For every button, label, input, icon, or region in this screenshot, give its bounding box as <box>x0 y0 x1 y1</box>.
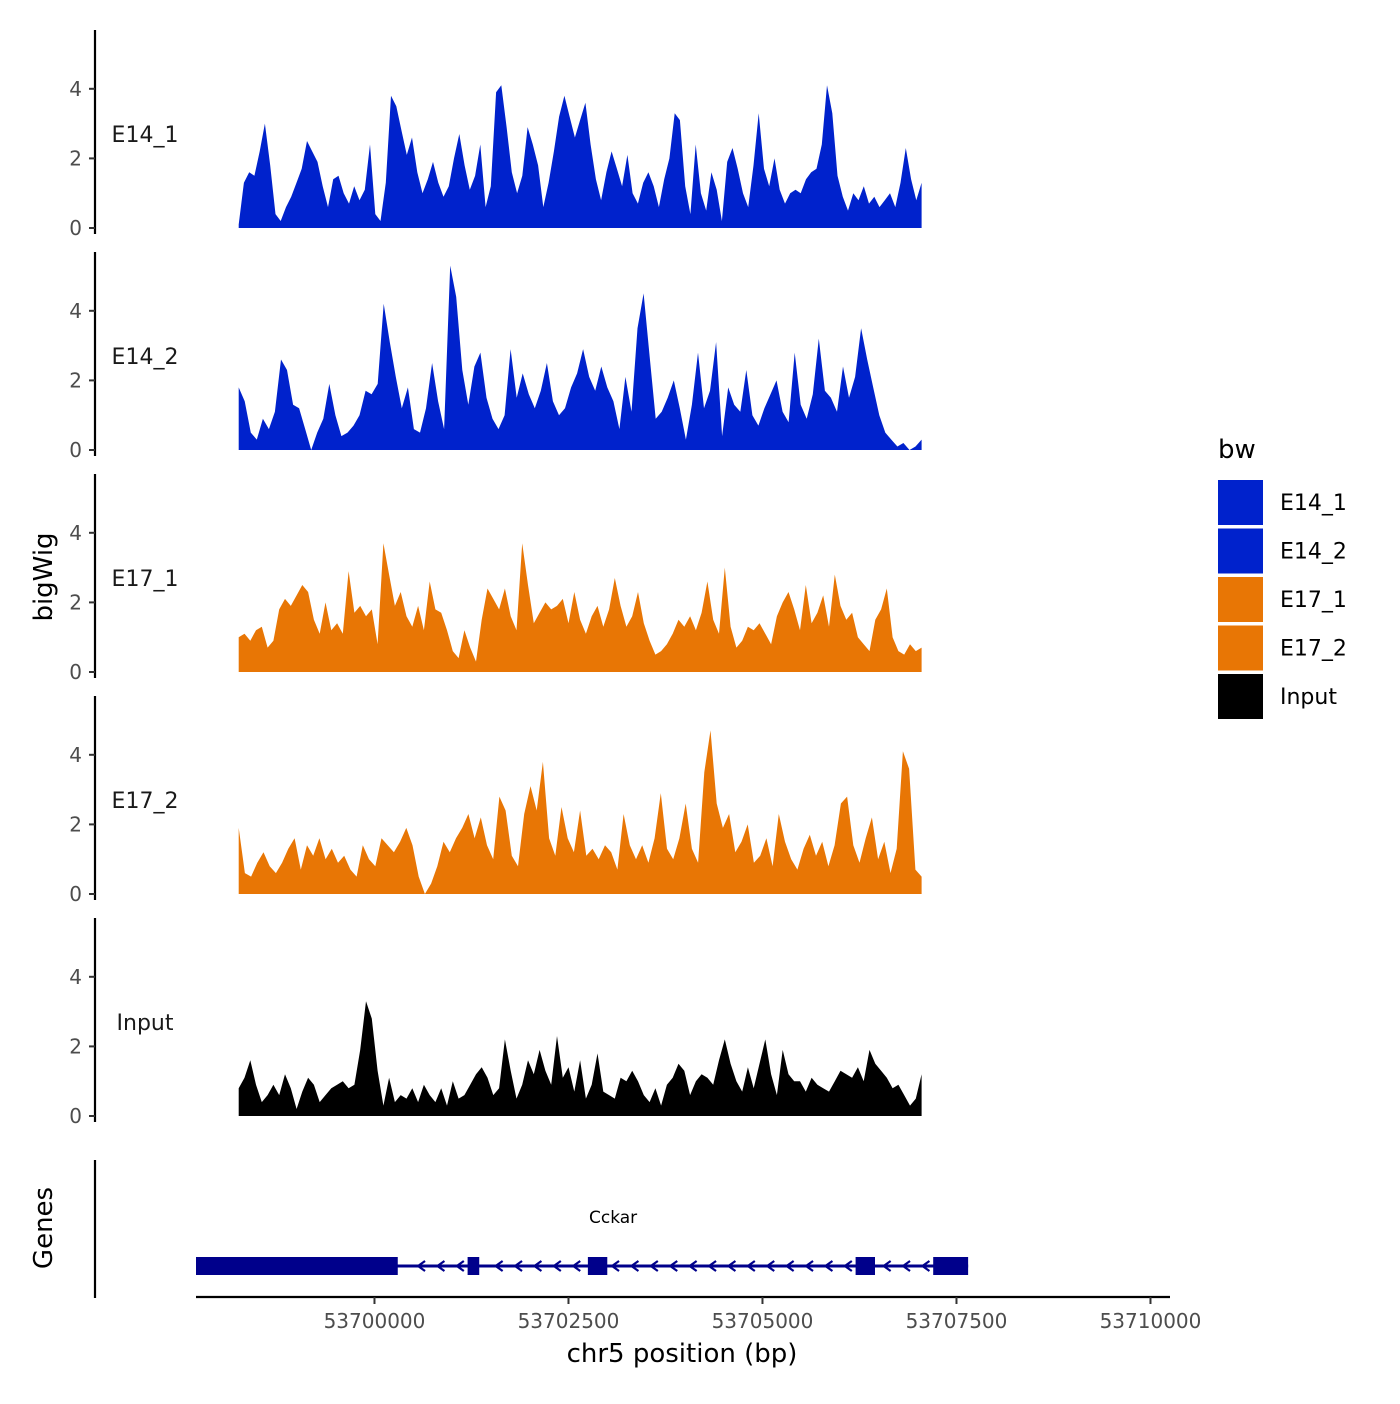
gene-exon <box>467 1257 480 1275</box>
legend: bw E14_1 E14_2 E17_1 E17_2 Input <box>1218 435 1347 719</box>
y-tick-label: 0 <box>69 438 82 462</box>
legend-swatch-Input <box>1218 674 1263 719</box>
legend-label-Input: Input <box>1280 685 1337 710</box>
genes-panel: Cckar <box>93 1160 969 1298</box>
area-E17_1 <box>238 543 922 672</box>
strand-arrow <box>765 1260 775 1272</box>
y-tick-label: 0 <box>69 660 82 684</box>
strand-arrow <box>648 1260 659 1272</box>
gene-exon <box>855 1257 875 1275</box>
legend-label-E14_2: E14_2 <box>1280 540 1347 565</box>
strand-arrow <box>532 1260 543 1272</box>
x-tick-label: 53707500 <box>906 1309 1008 1333</box>
track-E17_2: 0 2 4 E17_2 <box>69 696 922 906</box>
strand-arrow <box>551 1260 562 1272</box>
legend-swatch-E17_1 <box>1218 577 1263 622</box>
y-tick-label: 4 <box>69 965 82 989</box>
y-tick-label: 2 <box>69 368 82 392</box>
strand-arrow <box>687 1260 698 1272</box>
y-tick-label: 2 <box>69 590 82 614</box>
area-E14_1 <box>238 85 922 228</box>
strand-arrow <box>707 1260 717 1272</box>
legend-label-E17_2: E17_2 <box>1280 637 1347 662</box>
x-axis: 53700000 53702500 53705000 53707500 53710000 <box>196 1295 1202 1333</box>
y-tick-label: 2 <box>69 1034 82 1058</box>
tracks: 0 2 4 E14_1 0 2 4 E14_2 0 2 4 E17_1 0 2 4 E17_2 0 2 4 Input <box>69 30 922 1128</box>
y-tick-label: 0 <box>69 1104 82 1128</box>
y-tick-label: 4 <box>69 521 82 545</box>
x-tick-label: 53700000 <box>324 1309 426 1333</box>
strand-arrow <box>454 1260 465 1272</box>
genes-axis-title: Genes <box>29 1187 59 1269</box>
area-E17_2 <box>238 730 922 894</box>
strand-arrow <box>668 1260 678 1272</box>
legend-title: bw <box>1218 435 1256 465</box>
legend-swatch-E14_2 <box>1218 528 1263 574</box>
legend-label-E17_1: E17_1 <box>1280 588 1347 613</box>
track-label: E17_2 <box>112 789 179 814</box>
y-tick-label: 2 <box>69 146 82 170</box>
strand-arrow <box>784 1260 795 1272</box>
track-E14_2: 0 2 4 E14_2 <box>69 252 922 462</box>
y-tick-label: 2 <box>69 812 82 836</box>
y-tick-label: 4 <box>69 743 82 767</box>
area-Input <box>238 1001 922 1116</box>
track-label: E17_1 <box>112 567 179 592</box>
y-tick-label: 0 <box>69 882 82 906</box>
y-axis-title: bigWig <box>29 532 59 621</box>
x-tick-label: 53710000 <box>1100 1309 1202 1333</box>
y-tick-label: 0 <box>69 216 82 240</box>
strand-arrow <box>513 1260 523 1272</box>
gene-exon <box>196 1257 398 1275</box>
strand-arrow <box>571 1260 581 1272</box>
track-E17_1: 0 2 4 E17_1 <box>69 474 922 684</box>
strand-arrow <box>726 1260 737 1272</box>
strand-arrow <box>804 1260 814 1272</box>
strand-arrow <box>745 1260 756 1272</box>
strand-arrow <box>610 1260 620 1272</box>
gene-exon <box>933 1257 969 1275</box>
strand-arrow <box>842 1260 853 1272</box>
x-tick-label: 53705000 <box>712 1309 814 1333</box>
area-E14_2 <box>238 265 922 450</box>
legend-label-E14_1: E14_1 <box>1280 491 1347 516</box>
track-E14_1: 0 2 4 E14_1 <box>69 30 922 240</box>
strand-arrow <box>416 1260 426 1272</box>
strand-arrow <box>823 1260 834 1272</box>
x-axis-title: chr5 position (bp) <box>567 1339 798 1369</box>
track-label: Input <box>117 1011 174 1036</box>
strand-arrow <box>493 1260 504 1272</box>
track-label: E14_1 <box>112 123 179 148</box>
track-label: E14_2 <box>112 345 179 370</box>
legend-swatch-E17_2 <box>1218 625 1263 671</box>
strand-arrow <box>920 1260 931 1272</box>
gene-label: Cckar <box>589 1208 637 1228</box>
strand-arrow <box>881 1260 892 1272</box>
legend-swatch-E14_1 <box>1218 480 1263 525</box>
strand-arrow <box>629 1260 640 1272</box>
strand-arrow <box>901 1260 911 1272</box>
strand-arrow <box>435 1260 446 1272</box>
y-tick-label: 4 <box>69 77 82 101</box>
y-tick-label: 4 <box>69 299 82 323</box>
gene-exon <box>587 1257 608 1275</box>
track-Input: 0 2 4 Input <box>69 918 922 1128</box>
x-tick-label: 53702500 <box>518 1309 620 1333</box>
